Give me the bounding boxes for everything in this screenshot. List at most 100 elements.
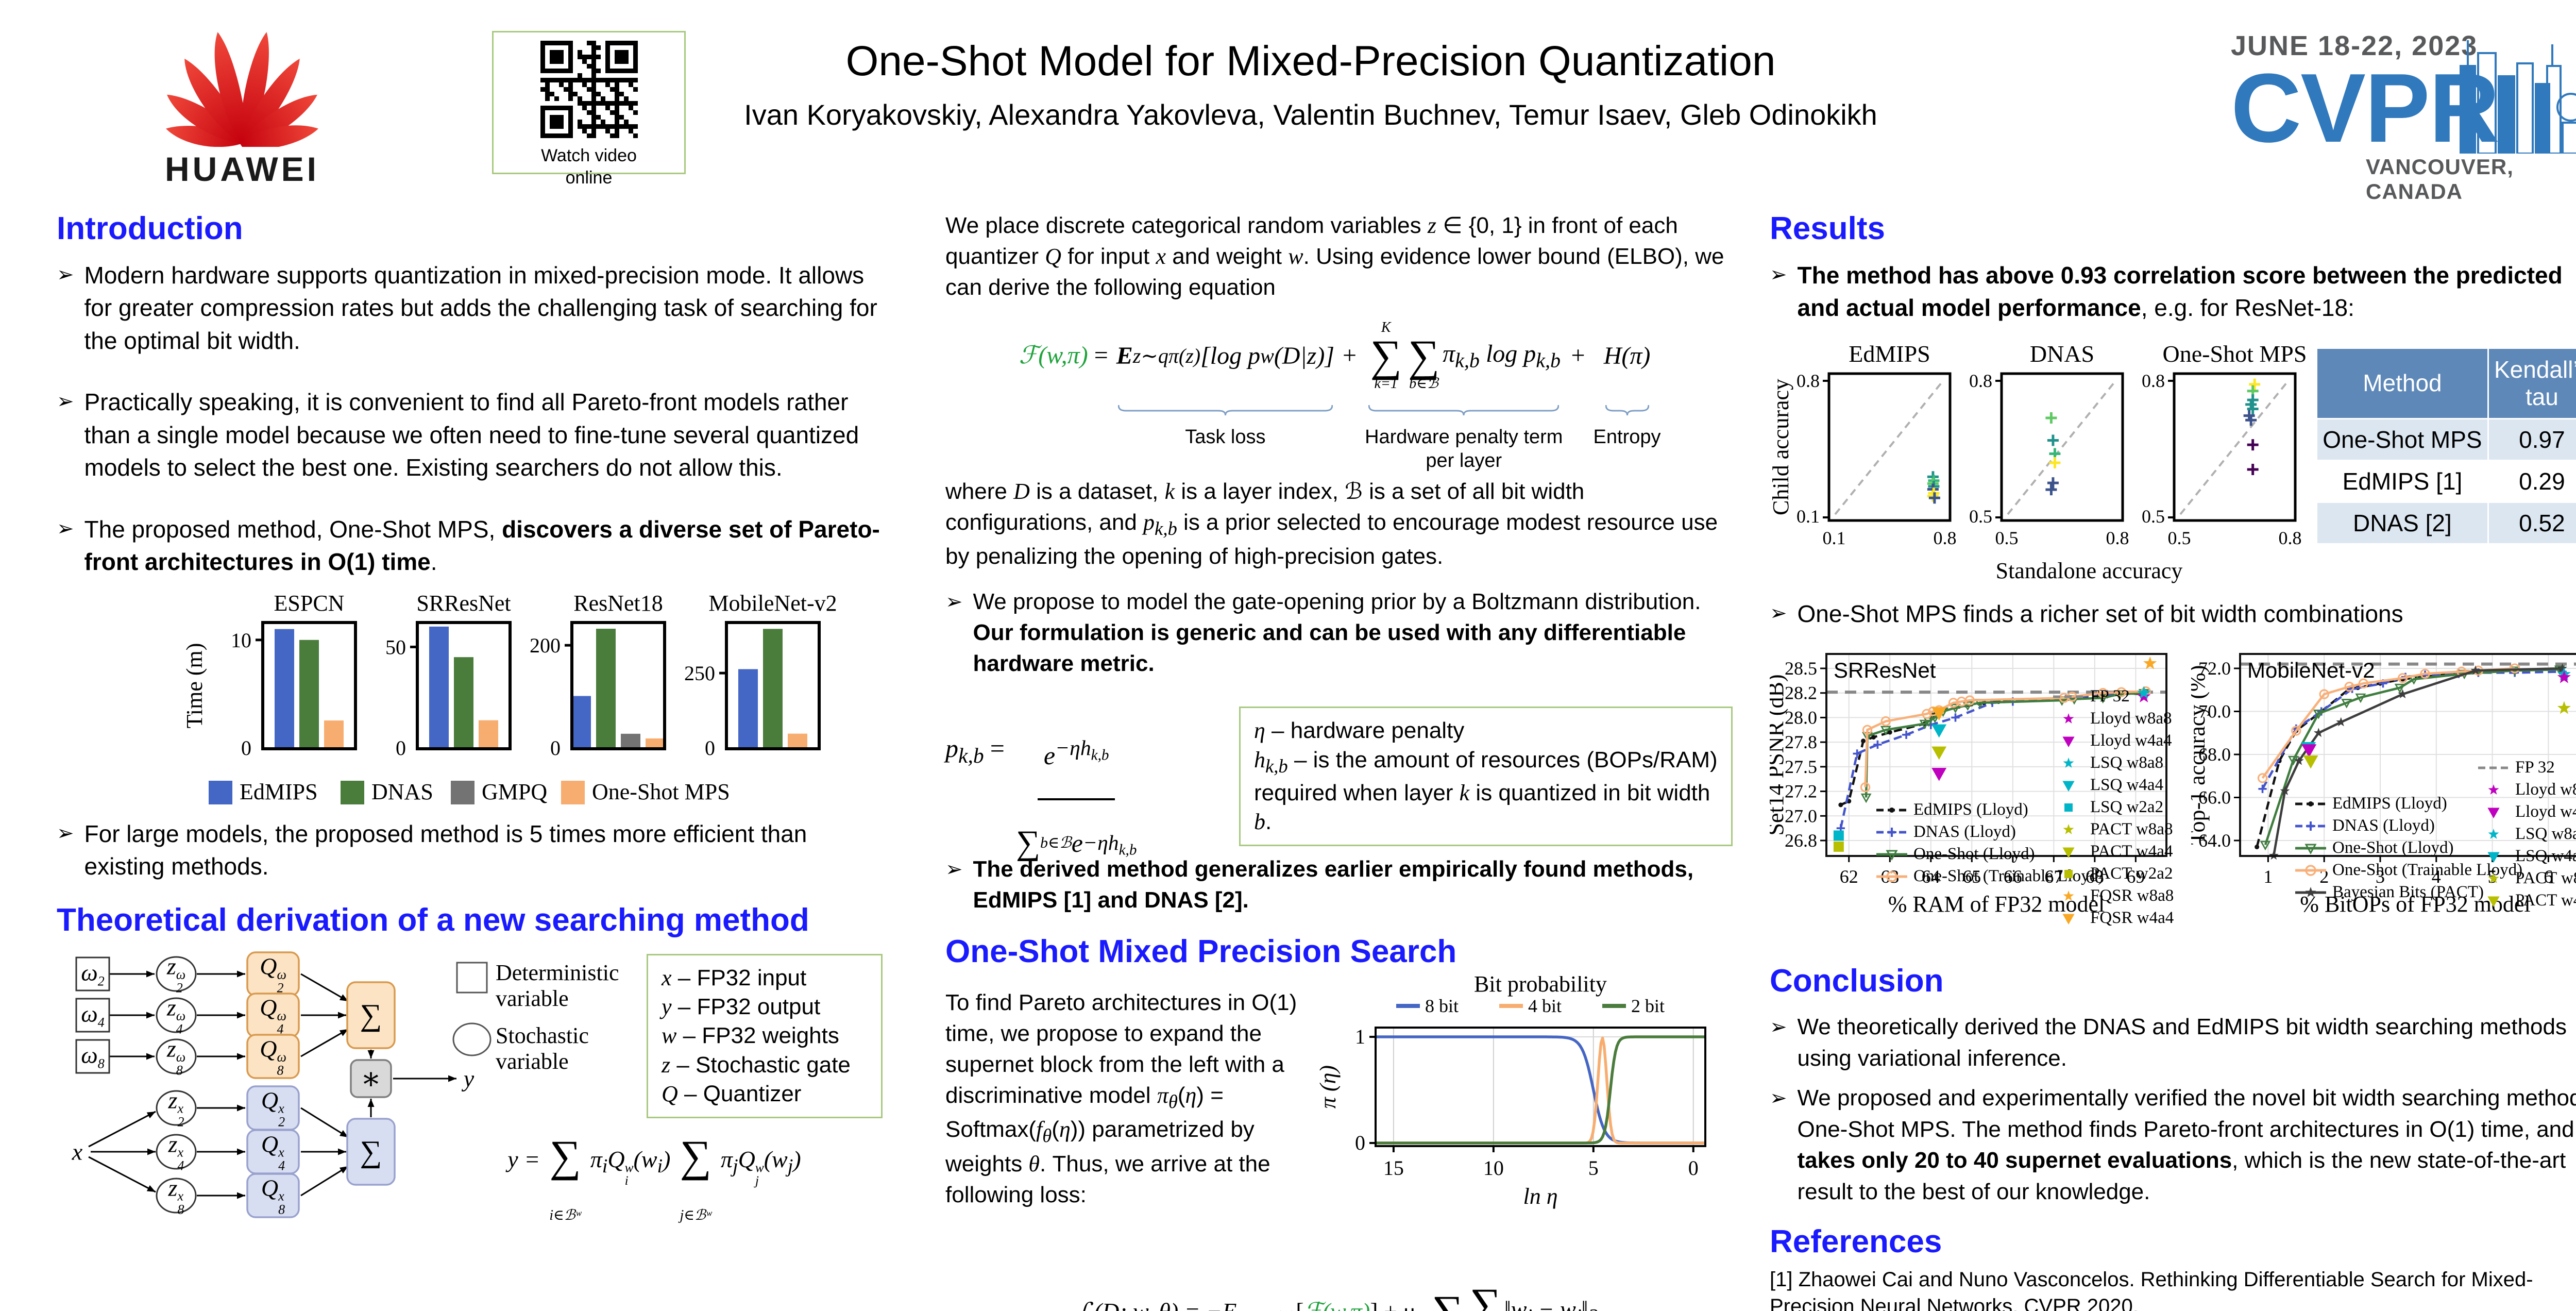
chart-legend: FP 32 Lloyd w8a8 Lloyd w4a4 LSQ w8a8 LSQ w4a… xyxy=(2477,758,2576,910)
svg-text:ESPCN: ESPCN xyxy=(274,594,345,616)
svg-text:1: 1 xyxy=(2263,866,2273,887)
intro-bullet-2: ➢ Practically speaking, it is convenient … xyxy=(57,386,894,484)
qr-code xyxy=(494,41,684,141)
svg-text:6: 6 xyxy=(2544,866,2553,887)
huawei-flower-icon xyxy=(166,32,318,149)
svg-text:GMPQ: GMPQ xyxy=(482,779,547,804)
svg-text:50: 50 xyxy=(385,635,406,659)
middle-column: We place discrete categorical random var… xyxy=(945,210,1736,1311)
cvpr-logo: JUNE 18-22, 2023 CVPR VANCOUVER, CANADA xyxy=(2231,14,2576,204)
correlation-chart: EdMIPS 0.8 0.1 0.1 0.8 DNAS 0.8 0.5 0.5 0.8 One-Sh… xyxy=(1768,340,2307,587)
legend-item: PACT w8a8 xyxy=(2052,820,2174,839)
svg-text:One-Shot MPS: One-Shot MPS xyxy=(2163,341,2306,367)
svg-text:4: 4 xyxy=(2432,866,2441,887)
poster-title: One-Shot Model for Mixed-Precision Quant… xyxy=(845,38,1776,85)
svg-text:28.0: 28.0 xyxy=(1785,708,1817,728)
kendall-cell: 0.29 xyxy=(2487,459,2576,503)
svg-text:64.0: 64.0 xyxy=(2198,830,2231,851)
bullet-arrow-icon: ➢ xyxy=(1770,601,1787,625)
results-bullet-2: ➢ One-Shot MPS finds a richer set of bit … xyxy=(1770,598,2576,630)
svg-text:4 bit: 4 bit xyxy=(1528,996,1562,1016)
svg-text:200: 200 xyxy=(530,634,561,657)
legend-item: DNAS (Lloyd) xyxy=(2295,816,2435,835)
svg-text:1: 1 xyxy=(1355,1025,1365,1048)
svg-text:68: 68 xyxy=(2086,866,2104,887)
svg-text:69: 69 xyxy=(2126,866,2145,887)
osmps-section: To find Pareto architectures in O(1) tim… xyxy=(945,971,1736,1271)
intro-bullet-3: ➢ The proposed method, One-Shot MPS, disc… xyxy=(57,513,894,579)
penalty-legend-box: η – hardware penalty hk,b – is the amoun… xyxy=(1239,707,1733,847)
svg-text:ResNet18: ResNet18 xyxy=(573,594,663,616)
svg-text:26.8: 26.8 xyxy=(1785,830,1817,851)
pareto-mobilenet-chart: 64.066.068.070.072.0123456% BitOPs of FP… xyxy=(2184,646,2576,947)
svg-text:65: 65 xyxy=(1962,866,1981,887)
svg-text:MobileNet-v2: MobileNet-v2 xyxy=(2247,658,2375,682)
svg-text:27.0: 27.0 xyxy=(1785,806,1817,827)
bullet-arrow-icon: ➢ xyxy=(1770,263,1787,286)
svg-text:EdMIPS: EdMIPS xyxy=(240,779,318,804)
svg-text:67: 67 xyxy=(2044,866,2063,887)
qr-panel: Watch video online xyxy=(492,31,686,188)
legend-item: One-Shot (Trainable Lloyd) xyxy=(2294,861,2522,880)
diagram-node-label: ∗ xyxy=(360,1061,382,1096)
legend-item: PACT w8a8 xyxy=(2477,869,2576,888)
svg-text:0.8: 0.8 xyxy=(1969,371,1992,391)
svg-text:0.5: 0.5 xyxy=(2168,528,2191,548)
diagram-node-label: y xyxy=(463,1065,474,1092)
results-bullet-1: ➢ The method has above 0.93 correlation s… xyxy=(1770,259,2576,325)
svg-text:Bit probability: Bit probability xyxy=(1474,976,1607,997)
intro-bullet-1: ➢ Modern hardware supports quantization i… xyxy=(57,259,894,357)
svg-text:SRResNet: SRResNet xyxy=(416,594,511,616)
legend-item: LSQ w4a4 xyxy=(2052,776,2174,795)
legend-item: FP 32 xyxy=(2053,687,2130,706)
chart-legend: EdMIPS (Lloyd) DNAS (Lloyd) One-Shot (Lloy… xyxy=(2294,794,2522,902)
legend-item: Lloyd w4a4 xyxy=(2477,802,2576,821)
svg-text:0: 0 xyxy=(1355,1131,1365,1154)
svg-text:Standalone accuracy: Standalone accuracy xyxy=(1996,558,2183,583)
bullet-arrow-icon: ➢ xyxy=(1770,1086,1787,1110)
diagram-node-label: x xyxy=(72,1138,83,1165)
results-heading: Results xyxy=(1770,211,1885,246)
correlation-figure: EdMIPS 0.8 0.1 0.1 0.8 DNAS 0.8 0.5 0.5 0.8 One-Sh… xyxy=(1768,340,2576,587)
svg-text:0: 0 xyxy=(396,736,406,760)
svg-text:66.0: 66.0 xyxy=(2198,787,2231,808)
boltzmann-bullet: ➢ We propose to model the gate-opening pr… xyxy=(945,586,1736,679)
legend-item: DNAS (Lloyd) xyxy=(1876,822,2016,842)
poster-authors: Ivan Koryakovskiy, Alexandra Yakovleva, … xyxy=(744,98,1877,131)
search-time-chart: ESPCN 10 0 Time (m) SRResNet 50 0 ResNet18 200 0 M… xyxy=(165,591,881,804)
cvpr-skyline-icon xyxy=(2460,40,2576,154)
bullet-arrow-icon: ➢ xyxy=(57,821,74,845)
kendall-cell: One-Shot MPS xyxy=(2316,417,2489,461)
kendall-header-cell: Kendall’s tau xyxy=(2487,347,2576,419)
svg-text:% BitOPs of FP32 model: % BitOPs of FP32 model xyxy=(2300,892,2530,917)
svg-text:0.5: 0.5 xyxy=(1969,506,1992,527)
where-paragraph: where D is a dataset, k is a layer index… xyxy=(945,478,1718,569)
svg-text:0: 0 xyxy=(705,736,715,760)
svg-text:64: 64 xyxy=(1922,866,1940,887)
bullet-arrow-icon: ➢ xyxy=(945,590,963,613)
deterministic-legend-label: Deterministic variable xyxy=(496,960,619,1012)
bullet-arrow-icon: ➢ xyxy=(57,390,74,413)
references-heading: References xyxy=(1770,1223,1942,1259)
cvpr-wordmark: CVPR xyxy=(2231,54,2500,163)
svg-text:0.5: 0.5 xyxy=(2142,506,2165,527)
kendall-cell: 0.52 xyxy=(2487,501,2576,545)
svg-text:10: 10 xyxy=(231,629,251,652)
svg-text:0: 0 xyxy=(550,736,561,760)
svg-text:Time (m): Time (m) xyxy=(182,643,207,728)
derived-bullet: ➢ The derived method generalizes earlier … xyxy=(945,854,1736,916)
svg-text:0.8: 0.8 xyxy=(2106,528,2129,548)
svg-text:0.8: 0.8 xyxy=(1934,528,1957,548)
diagram-node-label: ∑ xyxy=(360,998,382,1032)
loss-equation: ℒ(D; w, θ) = −Eη∼p(η)[ℱ(w,π)] + μ ∑i∈ℬʷ … xyxy=(1077,1279,1598,1311)
stochastic-legend-label: Stochastic variable xyxy=(496,1022,589,1074)
kendall-cell: DNAS [2] xyxy=(2316,501,2489,545)
svg-text:0: 0 xyxy=(1688,1156,1699,1180)
